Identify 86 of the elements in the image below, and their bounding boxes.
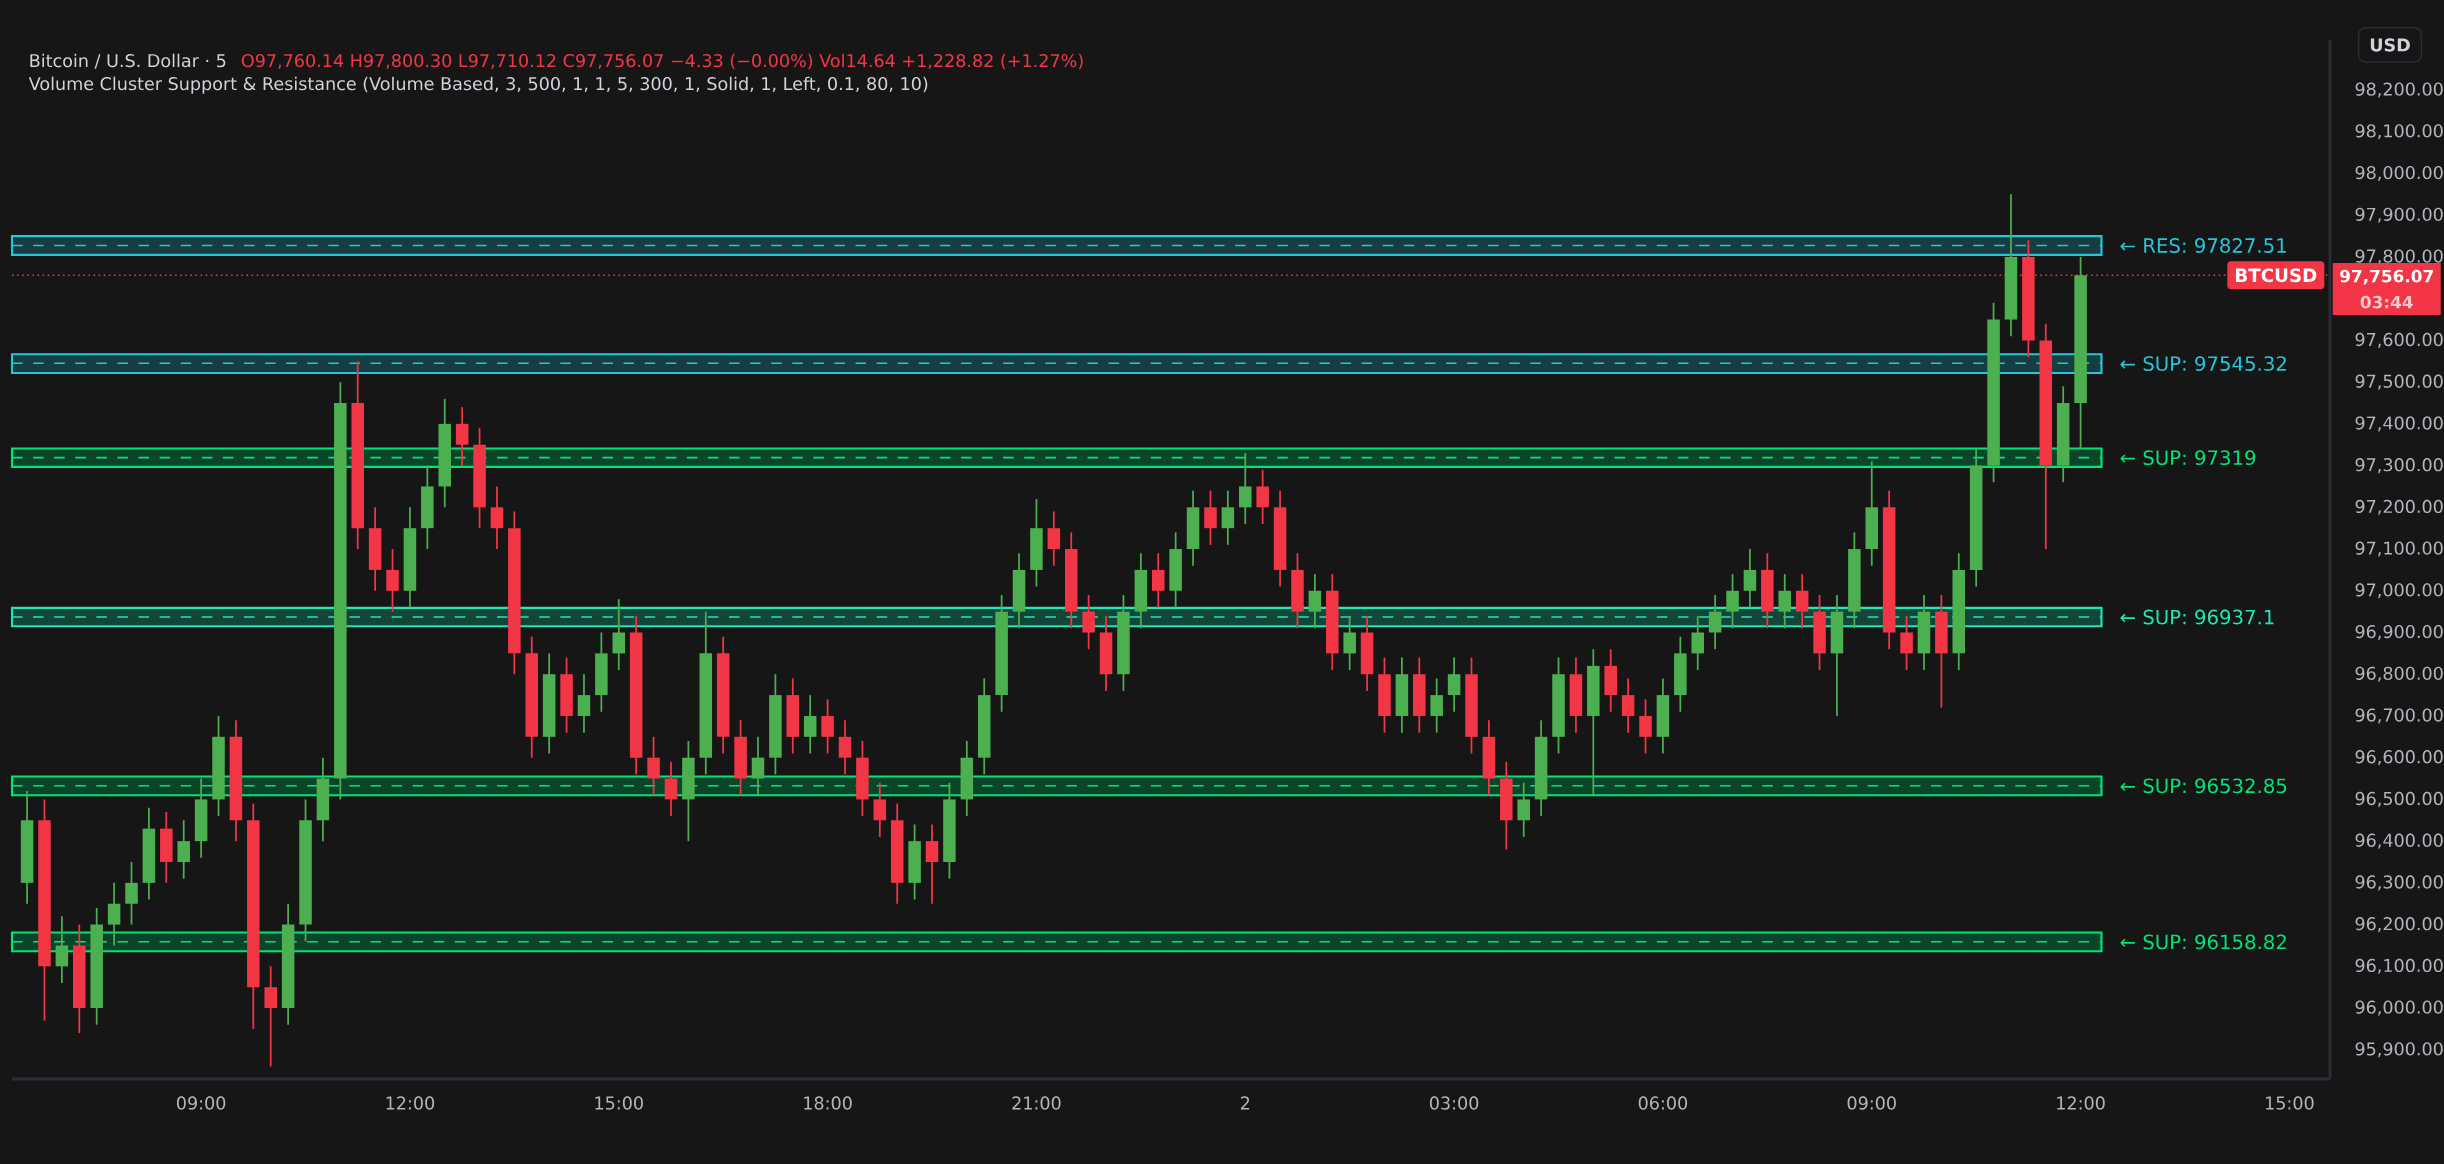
candlestick bbox=[1900, 614, 1913, 671]
band-label: ← SUP: 96158.82 bbox=[2120, 934, 2286, 950]
candlestick bbox=[386, 548, 399, 613]
x-tick-label: 06:00 bbox=[1638, 1096, 1688, 1110]
y-tick-label: 97,400.00 bbox=[2355, 416, 2443, 432]
candlestick bbox=[125, 861, 138, 926]
y-tick-label: 97,000.00 bbox=[2355, 583, 2443, 599]
candlestick bbox=[1691, 614, 1704, 671]
candlestick bbox=[107, 881, 121, 947]
candlestick bbox=[1221, 489, 1235, 546]
band-label: ← SUP: 97545.32 bbox=[2120, 356, 2286, 372]
y-tick-label: 98,100.00 bbox=[2355, 124, 2443, 140]
y-tick-label: 97,300.00 bbox=[2355, 458, 2443, 474]
candlestick bbox=[1517, 781, 1530, 838]
band-label: ← SUP: 96532.85 bbox=[2120, 778, 2287, 794]
x-tick-label: 2 bbox=[1240, 1096, 1250, 1110]
text: 97,756.07 bbox=[2340, 269, 2433, 285]
x-tick-label: 09:00 bbox=[176, 1096, 226, 1110]
candlestick bbox=[1343, 614, 1356, 671]
y-tick-label: 97,900.00 bbox=[2355, 207, 2443, 223]
candlestick bbox=[1239, 452, 1252, 525]
candlestick bbox=[1151, 552, 1165, 609]
candlestick bbox=[751, 735, 765, 797]
candlestick bbox=[1256, 468, 1269, 525]
candlestick bbox=[177, 819, 190, 880]
x-tick-label: 12:00 bbox=[386, 1096, 435, 1110]
band-label: ← RES: 97827.51 bbox=[2120, 238, 2286, 253]
x-tick-label: 09:00 bbox=[1847, 1096, 1896, 1110]
candlestick bbox=[1639, 698, 1652, 755]
annotation: Volume Cluster Support & Resistance (Volume Based, 3, 500, 1, 1, 5, 300, 1, Solid, 1, Left, 0.1, 80, 10) bbox=[28, 76, 928, 94]
y-tick-label: 96,600.00 bbox=[2355, 750, 2443, 766]
candlestick bbox=[838, 719, 852, 776]
candlestick bbox=[1082, 594, 1095, 651]
y-tick-label: 97,100.00 bbox=[2355, 541, 2443, 557]
candlestick bbox=[647, 735, 660, 797]
x-tick-label: 18:00 bbox=[804, 1096, 852, 1110]
candlestick bbox=[1047, 510, 1061, 567]
y-tick-label: 96,100.00 bbox=[2355, 958, 2443, 974]
candlestick bbox=[1708, 594, 1722, 651]
y-axis-title: USD bbox=[2370, 38, 2410, 52]
candlestick bbox=[264, 965, 277, 1068]
candlestick bbox=[490, 485, 504, 550]
y-tick-label: 96,900.00 bbox=[2355, 624, 2443, 641]
y-tick-label: 98,000.00 bbox=[2355, 165, 2443, 182]
y-tick-label: 96,300.00 bbox=[2355, 875, 2443, 891]
text: O97,760.14 H97,800.30 L97,710.12 C97,756.07 −4.33 (−0.00%) Vol14.64 +1,228.82 (+1.27%) bbox=[241, 53, 1083, 70]
x-tick-label: 15:00 bbox=[2266, 1096, 2314, 1110]
y-tick-label: 97,800.00 bbox=[2355, 249, 2443, 265]
band-label: ← SUP: 97319 bbox=[2120, 450, 2256, 466]
candlestick bbox=[821, 698, 834, 755]
y-tick-label: 97,200.00 bbox=[2355, 499, 2443, 515]
y-tick-label: 96,800.00 bbox=[2355, 666, 2443, 682]
y-tick-label: 97,500.00 bbox=[2355, 374, 2443, 390]
y-tick-label: 96,400.00 bbox=[2355, 833, 2443, 849]
candlestick bbox=[1778, 573, 1791, 630]
candlestick bbox=[873, 781, 887, 838]
x-tick-label: 21:00 bbox=[1012, 1096, 1061, 1110]
y-tick-label: 97,600.00 bbox=[2355, 332, 2443, 348]
candlestick bbox=[1726, 573, 1739, 630]
candlestick bbox=[1308, 573, 1322, 630]
candlestick bbox=[1430, 677, 1443, 734]
candlestick bbox=[455, 406, 469, 467]
candlestick bbox=[577, 673, 591, 734]
candlestick bbox=[803, 694, 817, 755]
y-tick-label: 96,500.00 bbox=[2355, 791, 2443, 807]
candlestick bbox=[1795, 573, 1809, 630]
x-tick-label: 03:00 bbox=[1429, 1096, 1479, 1110]
candlestick bbox=[664, 760, 678, 817]
y-tick-label: 95,900.00 bbox=[2355, 1042, 2443, 1058]
candlestick bbox=[1743, 548, 1757, 609]
candlestick bbox=[612, 598, 626, 671]
candlestick bbox=[55, 915, 69, 984]
candlestick bbox=[1621, 677, 1635, 734]
ref-line-label: BTCUSD bbox=[2235, 268, 2317, 283]
band-label: ← SUP: 96937.1 bbox=[2120, 609, 2274, 625]
candlestick bbox=[1204, 489, 1217, 546]
text: 03:44 bbox=[2360, 295, 2413, 309]
y-tick-label: 98,200.00 bbox=[2355, 82, 2443, 98]
candlestick bbox=[1447, 656, 1461, 713]
x-tick-label: 15:00 bbox=[595, 1096, 643, 1110]
y-tick-label: 96,200.00 bbox=[2355, 917, 2443, 933]
y-tick-label: 96,700.00 bbox=[2355, 708, 2443, 724]
y-tick-label: 96,000.00 bbox=[2355, 1000, 2443, 1016]
text: Bitcoin / U.S. Dollar · 5 bbox=[30, 53, 226, 69]
candlestick bbox=[925, 823, 939, 905]
x-tick-label: 12:00 bbox=[2057, 1096, 2105, 1110]
